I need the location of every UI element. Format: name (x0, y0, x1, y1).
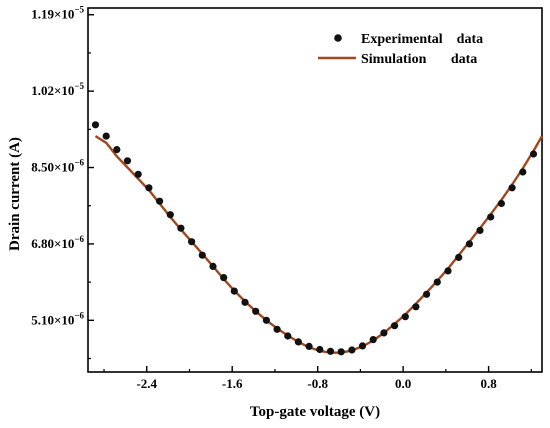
experimental-point (316, 345, 324, 354)
legend-label-experimental: Experimental data (361, 32, 483, 47)
experimental-point (91, 121, 100, 129)
y-tick-label: 5.10×10−6 (31, 310, 84, 327)
y-tick-label: 6.80×10−6 (31, 234, 84, 251)
experimental-point (369, 336, 377, 344)
experimental-point (284, 332, 292, 340)
experimental-point (358, 342, 367, 350)
experimental-point (508, 184, 516, 192)
legend-label-simulation: Simulation data (361, 52, 477, 67)
experimental-point (380, 329, 388, 337)
x-tick-label: -1.6 (222, 376, 243, 391)
experimental-point (401, 313, 409, 321)
simulation-line (94, 135, 544, 354)
experimental-point (497, 199, 505, 208)
experimental-point (444, 267, 452, 275)
experimental-point (113, 146, 121, 154)
experimental-point (433, 278, 441, 286)
experimental-point (252, 307, 260, 315)
experimental-point (134, 170, 142, 178)
experimental-point (177, 224, 185, 232)
x-tick-label: 0.0 (395, 376, 411, 391)
y-tick-label: 8.50×10−6 (31, 158, 84, 175)
x-axis-title: Top-gate voltage (V) (250, 404, 380, 420)
experimental-point (412, 303, 420, 311)
experimental-point (391, 322, 399, 330)
experimental-point (209, 262, 217, 270)
experimental-point (519, 168, 527, 176)
experimental-point (294, 338, 302, 346)
experimental-point (198, 251, 206, 259)
y-tick-label: 1.02×10−5 (31, 81, 84, 98)
plot-frame (87, 7, 543, 373)
experimental-point (529, 150, 538, 158)
x-tick-label: -0.8 (307, 376, 328, 391)
experimental-series (91, 121, 538, 356)
experimental-point (156, 197, 164, 205)
y-axis: 5.10×10−6 6.80×10−6 8.50×10−6 1.02×10−5 1.19… (31, 5, 94, 360)
experimental-point (455, 253, 463, 261)
experimental-point (188, 238, 196, 246)
experimental-point (262, 316, 270, 324)
experimental-point (348, 346, 356, 354)
experimental-point (326, 347, 335, 355)
experimental-point (305, 342, 313, 350)
experimental-point (145, 184, 153, 192)
experimental-point (273, 325, 281, 333)
experimental-point (465, 240, 473, 248)
plot-frame-group (87, 7, 543, 373)
experimental-point (241, 298, 249, 306)
x-tick-label: -2.4 (136, 376, 157, 391)
simulation-series (94, 135, 544, 354)
legend: Experimental data Simulation data (318, 32, 483, 67)
experimental-point (220, 274, 228, 282)
y-axis-title: Drain current (A) (7, 137, 23, 251)
experimental-point (102, 132, 110, 140)
y-tick-label: 1.19×10−5 (31, 5, 84, 22)
experimental-point (166, 211, 174, 219)
experimental-point (337, 348, 345, 356)
experimental-point (230, 287, 238, 295)
experimental-point (423, 290, 431, 298)
experimental-point (123, 157, 132, 165)
x-tick-label: 0.8 (480, 376, 497, 391)
experimental-point (487, 213, 495, 221)
legend-marker-experimental (334, 34, 342, 42)
experimental-point (476, 226, 484, 234)
x-axis: -2.4 -1.6 -0.8 0.0 0.8 (103, 366, 532, 391)
